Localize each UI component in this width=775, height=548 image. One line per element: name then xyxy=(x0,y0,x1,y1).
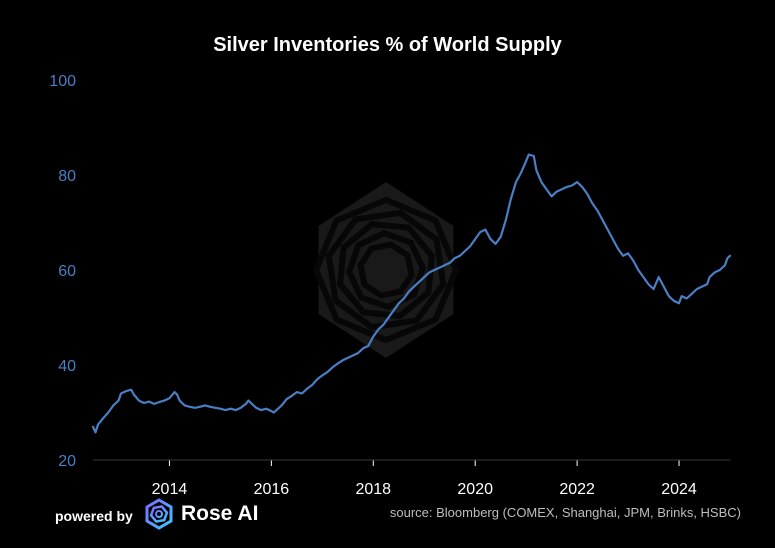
y-axis: 20 40 60 80 100 xyxy=(49,73,76,470)
rose-ai-logo-icon xyxy=(145,498,173,530)
series-line xyxy=(91,153,732,434)
x-tick-label: 2020 xyxy=(457,481,493,498)
x-axis: 2014 2016 2018 2020 2022 2024 xyxy=(152,460,697,498)
x-tick-label: 2024 xyxy=(661,481,697,498)
source-note: source: Bloomberg (COMEX, Shanghai, JPM,… xyxy=(389,505,741,520)
x-tick-label: 2014 xyxy=(152,481,188,498)
y-tick-label: 80 xyxy=(58,168,76,185)
x-tick-label: 2016 xyxy=(254,481,290,498)
watermark-ring xyxy=(345,229,427,311)
rose-ai-watermark-icon xyxy=(312,182,460,358)
watermark-ring xyxy=(312,196,460,344)
chart-title: Silver Inventories % of World Supply xyxy=(213,34,562,56)
series-layer xyxy=(91,153,732,434)
y-tick-label: 20 xyxy=(58,453,76,470)
y-tick-label: 100 xyxy=(49,73,76,90)
y-tick-label: 40 xyxy=(58,358,76,375)
watermark-ring xyxy=(336,220,436,320)
brand-name: Rose AI xyxy=(181,502,259,525)
watermark-ring xyxy=(357,241,415,299)
y-tick-label: 60 xyxy=(58,263,76,280)
watermark-ring xyxy=(325,209,447,331)
x-tick-label: 2022 xyxy=(559,481,595,498)
x-tick-label: 2018 xyxy=(355,481,391,498)
powered-by-label: powered by xyxy=(55,508,133,524)
